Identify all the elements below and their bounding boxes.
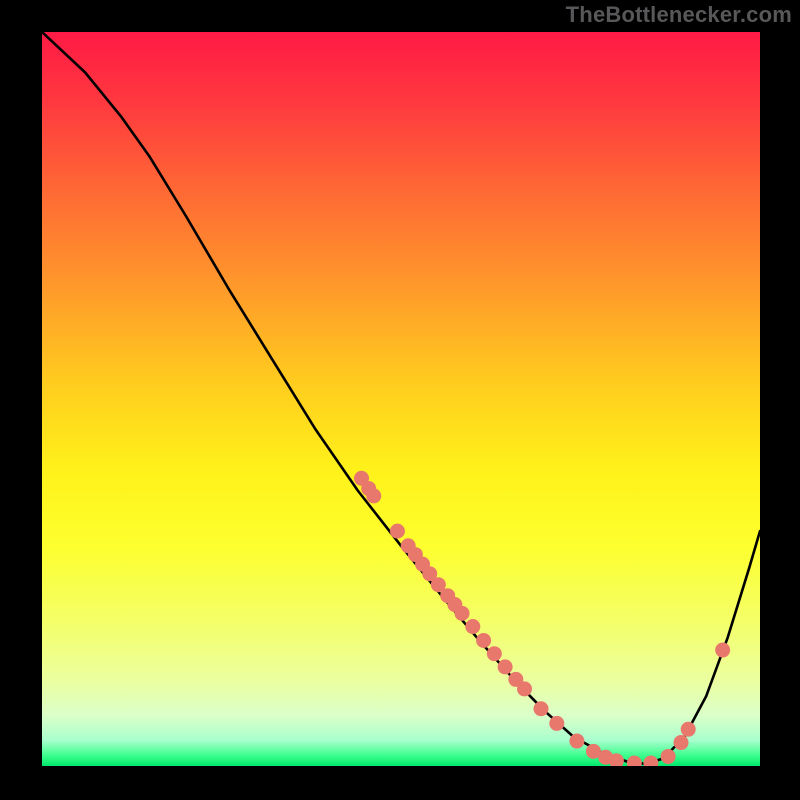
data-marker: [681, 722, 696, 737]
data-marker: [549, 716, 564, 731]
data-marker: [455, 606, 470, 621]
figure-root: TheBottlenecker.com: [0, 0, 800, 800]
gradient-background: [42, 32, 760, 766]
data-marker: [534, 701, 549, 716]
data-marker: [674, 735, 689, 750]
plot-area: [42, 32, 760, 766]
data-marker: [569, 734, 584, 749]
data-marker: [465, 619, 480, 634]
data-marker: [517, 681, 532, 696]
data-marker: [487, 646, 502, 661]
data-marker: [366, 488, 381, 503]
data-marker: [498, 659, 513, 674]
data-marker: [715, 643, 730, 658]
plot-svg: [42, 32, 760, 766]
data-marker: [661, 749, 676, 764]
watermark-text: TheBottlenecker.com: [566, 2, 792, 28]
data-marker: [476, 633, 491, 648]
data-marker: [390, 524, 405, 539]
